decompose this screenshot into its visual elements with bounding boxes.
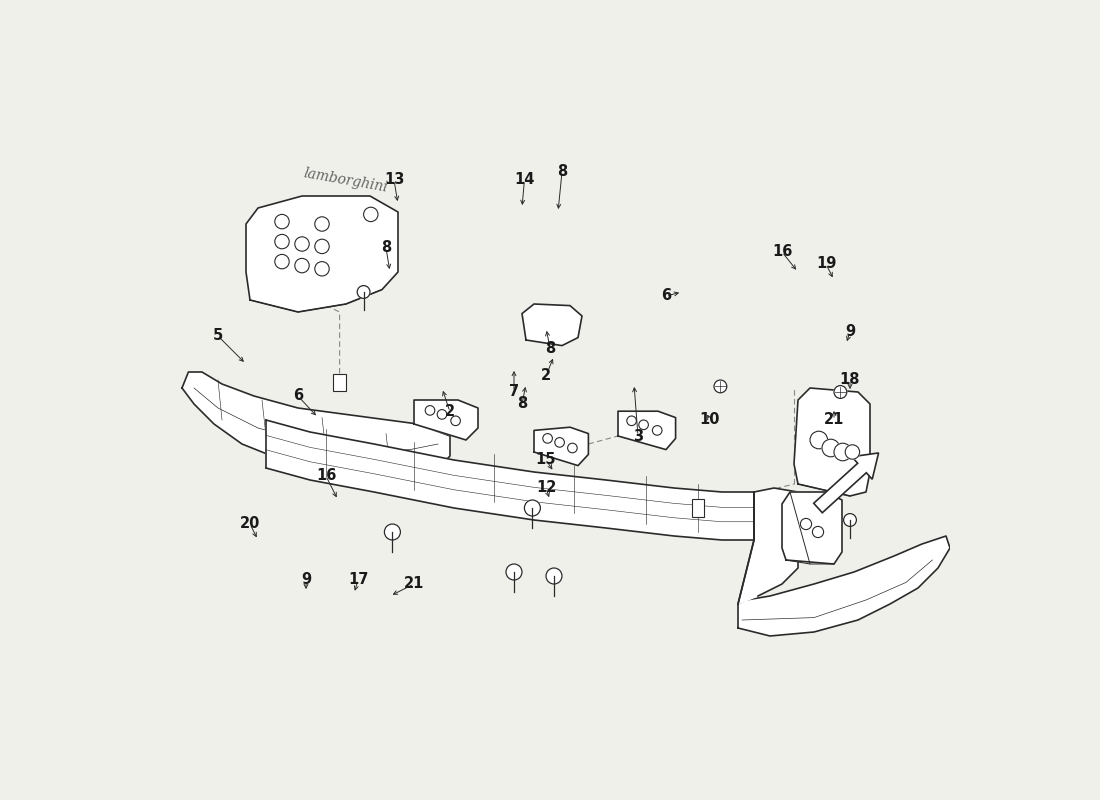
Polygon shape: [782, 492, 842, 564]
Circle shape: [627, 416, 637, 426]
Text: 20: 20: [240, 517, 261, 531]
Text: 16: 16: [316, 469, 337, 483]
Text: 2: 2: [444, 405, 455, 419]
Circle shape: [315, 239, 329, 254]
Circle shape: [295, 237, 309, 251]
Polygon shape: [414, 400, 478, 440]
Circle shape: [845, 445, 859, 459]
Text: lamborghini: lamborghini: [302, 166, 388, 195]
Circle shape: [358, 286, 370, 298]
Bar: [692, 499, 704, 517]
Text: 8: 8: [381, 241, 392, 255]
Circle shape: [275, 234, 289, 249]
Circle shape: [554, 438, 564, 447]
Text: 9: 9: [301, 573, 311, 587]
Circle shape: [714, 380, 727, 393]
Text: 2: 2: [541, 369, 551, 383]
Polygon shape: [522, 304, 582, 346]
Text: 5: 5: [213, 329, 223, 343]
Circle shape: [834, 386, 847, 398]
Circle shape: [639, 420, 648, 430]
Circle shape: [364, 207, 378, 222]
Circle shape: [426, 406, 434, 415]
Text: 12: 12: [536, 481, 557, 495]
Text: 8: 8: [557, 165, 568, 179]
Polygon shape: [182, 372, 450, 476]
Text: 21: 21: [824, 413, 844, 427]
Circle shape: [813, 526, 824, 538]
Circle shape: [315, 217, 329, 231]
FancyArrow shape: [814, 453, 879, 513]
Text: 19: 19: [816, 257, 836, 271]
Circle shape: [801, 518, 812, 530]
Circle shape: [810, 431, 827, 449]
Text: 9: 9: [845, 325, 855, 339]
Text: 8: 8: [517, 397, 527, 411]
Circle shape: [525, 500, 540, 516]
Polygon shape: [246, 196, 398, 312]
Circle shape: [437, 410, 447, 419]
Polygon shape: [738, 536, 950, 636]
Text: 6: 6: [661, 289, 671, 303]
Circle shape: [506, 564, 522, 580]
Text: 15: 15: [536, 453, 557, 467]
Text: 21: 21: [404, 577, 425, 591]
Circle shape: [652, 426, 662, 435]
Text: 14: 14: [514, 173, 535, 187]
Polygon shape: [738, 488, 798, 604]
Text: 3: 3: [632, 429, 644, 443]
Circle shape: [275, 214, 289, 229]
Polygon shape: [794, 388, 870, 496]
Circle shape: [568, 443, 578, 453]
Text: 10: 10: [700, 413, 720, 427]
Circle shape: [844, 514, 857, 526]
Text: 18: 18: [839, 373, 860, 387]
Circle shape: [542, 434, 552, 443]
Polygon shape: [266, 420, 754, 540]
Circle shape: [384, 524, 400, 540]
Circle shape: [834, 443, 851, 461]
Circle shape: [546, 568, 562, 584]
Text: 6: 6: [293, 389, 304, 403]
Circle shape: [822, 439, 839, 457]
Text: 17: 17: [348, 573, 369, 587]
Text: 7: 7: [509, 385, 519, 399]
Polygon shape: [534, 427, 588, 466]
Polygon shape: [618, 411, 675, 450]
Circle shape: [295, 258, 309, 273]
Circle shape: [451, 416, 461, 426]
Text: 8: 8: [544, 341, 556, 355]
Text: 13: 13: [384, 173, 404, 187]
Text: 16: 16: [772, 245, 792, 259]
Bar: [333, 374, 346, 391]
Circle shape: [275, 254, 289, 269]
Circle shape: [315, 262, 329, 276]
